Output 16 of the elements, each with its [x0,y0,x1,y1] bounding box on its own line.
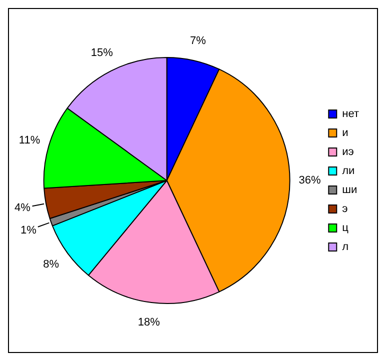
data-label: 1% [20,224,37,236]
data-label: 8% [43,258,60,271]
data-label: 15% [90,47,114,60]
legend-label: ши [342,184,358,196]
legend-label: э [342,203,348,216]
data-label: 7% [190,34,206,47]
data-label: 4% [14,202,31,214]
legend-label: ц [342,222,350,234]
data-label: 36% [298,174,322,187]
legend-label: ли [342,165,355,178]
legend-label: л [342,241,349,254]
data-label: 11% [18,134,40,147]
legend-label: нет [342,108,360,120]
legend-label: и [342,127,348,140]
legend-label: иэ [342,146,354,158]
data-label: 18% [138,316,160,328]
